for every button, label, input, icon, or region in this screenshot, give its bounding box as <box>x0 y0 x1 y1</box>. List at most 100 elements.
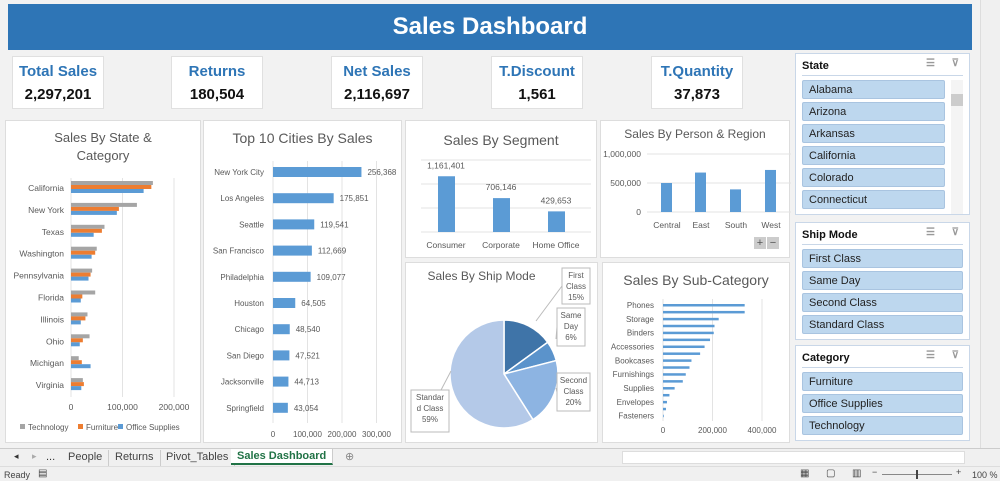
multi-select-icon[interactable]: ☰ <box>926 350 935 361</box>
kpi-value: 37,873 <box>674 86 720 103</box>
bar <box>663 317 719 321</box>
bar-furniture <box>71 316 86 321</box>
slicer-item[interactable]: Connecticut <box>802 190 945 209</box>
collapse-field-button[interactable]: − <box>767 237 779 249</box>
clear-filter-icon[interactable]: ⊽ <box>951 350 959 361</box>
state-chart-svg: California New York Texas Washington Pennsyl… <box>13 178 190 432</box>
slicer-item[interactable]: Office Supplies <box>802 394 963 413</box>
macro-record-icon[interactable]: ▤ <box>38 468 48 479</box>
add-sheet-icon[interactable]: ⊕ <box>345 451 355 463</box>
dashboard-title: Sales Dashboard <box>8 4 972 50</box>
zoom-out-button[interactable]: − <box>872 467 878 477</box>
slicer-item[interactable]: Same Day <box>802 271 963 290</box>
slicer-item[interactable]: Standard Class <box>802 315 963 334</box>
scroll-tabs-right-icon[interactable]: ▸ <box>32 451 37 461</box>
category-label: Corporate <box>482 240 520 250</box>
category-label: Seattle <box>239 220 264 229</box>
category-label: Central <box>653 220 681 230</box>
slicer-item[interactable]: Arizona <box>802 102 945 121</box>
bar-office-supplies <box>71 254 92 259</box>
region-chart-svg: 0 500,000 1,000,000 Central East South West <box>603 149 791 230</box>
category-label: Phones <box>627 301 654 310</box>
bar-furniture <box>71 360 82 365</box>
category-label: Houston <box>234 299 264 308</box>
pie-slice-standard-class <box>449 319 534 429</box>
y-tick-label: 0 <box>636 207 641 217</box>
chart-segment[interactable]: Sales By Segment 1,161,401 Consumer 706,14… <box>405 120 597 258</box>
kpi-label: T.Quantity <box>660 63 734 80</box>
slicer-item[interactable]: California <box>802 146 945 165</box>
category-label: Supplies <box>623 384 654 393</box>
legend-label: Technology <box>28 423 68 432</box>
category-label: South <box>725 220 747 230</box>
bar <box>438 176 455 232</box>
x-tick-label: 0 <box>69 402 74 412</box>
legend-swatch <box>20 424 25 429</box>
bar <box>663 338 711 342</box>
bar-furniture <box>71 206 119 211</box>
bar <box>273 298 296 308</box>
chart-title: Sales By Sub-Category <box>623 272 769 288</box>
bar <box>663 310 745 314</box>
data-label: 256,368 <box>367 168 396 177</box>
vertical-scrollbar[interactable] <box>980 0 1000 448</box>
bar-technology <box>71 312 88 317</box>
zoom-slider-thumb[interactable] <box>916 470 918 479</box>
page-layout-icon[interactable]: ▢ <box>826 468 836 479</box>
normal-view-icon[interactable]: ▦ <box>800 468 810 479</box>
slicer-scrollbar[interactable] <box>951 80 963 214</box>
bar <box>663 366 690 369</box>
data-callout <box>410 389 450 433</box>
kpi-label: T.Discount <box>499 63 575 80</box>
slicer-header: Category ☰ ⊽ <box>802 346 963 368</box>
bar-office-supplies <box>71 276 89 281</box>
chart-state-category[interactable]: Sales By State & Category California New … <box>5 120 201 443</box>
slicer-item[interactable]: Second Class <box>802 293 963 312</box>
callout-label: Second <box>560 376 587 385</box>
chart-sub-category[interactable]: Sales By Sub-Category Phones Storage Binde… <box>602 262 790 443</box>
category-label: Furnishings <box>613 370 654 379</box>
chart-top-cities[interactable]: Top 10 Cities By Sales New York City 256,… <box>203 120 402 443</box>
category-label: Bookcases <box>615 356 654 365</box>
ship-mode-pie-svg: First Class 15% Same Day 6% Second Class 20% Stan… <box>410 267 591 433</box>
slicer-item[interactable]: Colorado <box>802 168 945 187</box>
bar <box>663 359 692 362</box>
slicer-item[interactable]: First Class <box>802 249 963 268</box>
slicer-item[interactable]: Technology <box>802 416 963 435</box>
x-tick-label: 200,000 <box>698 426 727 435</box>
tab-returns[interactable]: Returns <box>109 450 161 466</box>
horizontal-scrollbar[interactable] <box>622 451 965 464</box>
multi-select-icon[interactable]: ☰ <box>926 227 935 238</box>
tab-people[interactable]: People <box>62 450 110 466</box>
clear-filter-icon[interactable]: ⊽ <box>951 58 959 69</box>
slicer-scroll-thumb[interactable] <box>951 94 963 106</box>
tab-pivot-tables[interactable]: Pivot_Tables <box>160 450 236 466</box>
category-label: Binders <box>627 329 654 338</box>
tab-sales-dashboard[interactable]: Sales Dashboard <box>231 449 334 465</box>
slicer-item[interactable]: Furniture <box>802 372 963 391</box>
bar <box>273 167 362 177</box>
expand-field-button[interactable]: + <box>754 237 766 249</box>
chart-person-region[interactable]: Sales By Person & Region 0 500,000 1,000,0… <box>600 120 791 258</box>
scroll-tabs-left-icon[interactable]: ◂ <box>14 451 19 461</box>
bar <box>661 183 672 212</box>
bar-technology <box>71 224 105 229</box>
slicer-item[interactable]: Alabama <box>802 80 945 99</box>
category-label: Chicago <box>235 325 265 334</box>
category-label: Envelopes <box>617 398 654 407</box>
bar-technology <box>71 202 137 207</box>
chart-ship-mode[interactable]: Sales By Ship Mode First Class 15% Same Day 6… <box>405 262 598 443</box>
clear-filter-icon[interactable]: ⊽ <box>951 227 959 238</box>
slicer-item[interactable]: Arkansas <box>802 124 945 143</box>
legend-swatch <box>118 424 123 429</box>
more-tabs-button[interactable]: ... <box>46 451 56 463</box>
page-break-icon[interactable]: ▥ <box>852 468 862 479</box>
zoom-slider[interactable] <box>882 470 952 479</box>
chart-title: Sales By Segment <box>443 132 559 148</box>
multi-select-icon[interactable]: ☰ <box>926 58 935 69</box>
kpi-value: 2,297,201 <box>24 86 92 103</box>
callout-label: d Class <box>417 404 444 413</box>
zoom-in-button[interactable]: + <box>956 467 962 477</box>
bar-technology <box>71 378 83 383</box>
bar-office-supplies <box>71 386 82 391</box>
